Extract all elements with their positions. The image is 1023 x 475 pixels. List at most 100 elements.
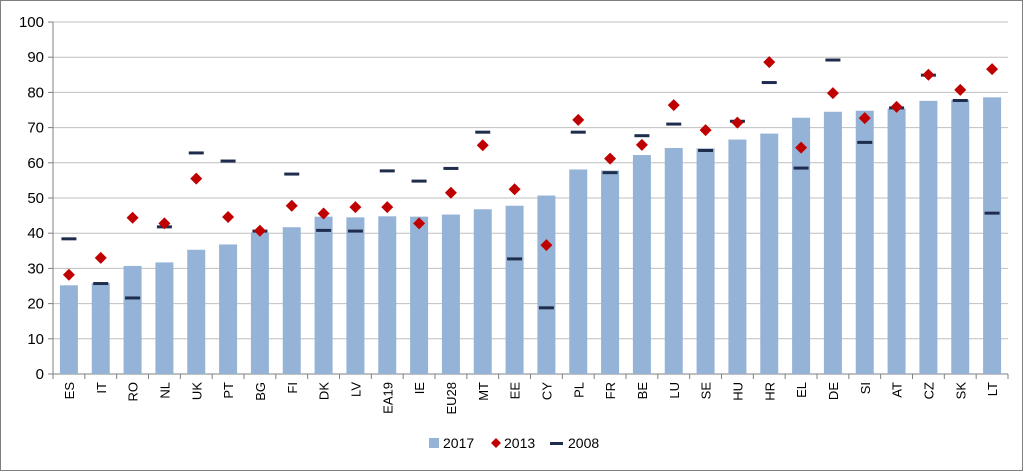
marker-2013-fi <box>285 199 298 212</box>
bar-2017-nl <box>155 262 174 374</box>
marker-2013-sk <box>954 83 967 96</box>
x-tick-label-si: SI <box>858 382 873 394</box>
marker-2013-dk <box>317 207 330 220</box>
bar-2017-ea19 <box>378 216 397 374</box>
y-tick-label-10: 10 <box>27 331 44 348</box>
bar-2017-lu <box>664 148 683 374</box>
bar-2017-lv <box>346 217 365 374</box>
bar-2017-fr <box>601 170 620 374</box>
bar-2017-hu <box>728 139 747 374</box>
markers-2013 <box>62 56 999 281</box>
marker-2013-pt <box>222 211 235 224</box>
legend-label-2017: 2017 <box>443 435 474 451</box>
y-tick-label-30: 30 <box>27 260 44 277</box>
bar-2017-lt <box>983 97 1002 374</box>
marker-2008-sk <box>952 98 968 102</box>
x-tick-label-nl: NL <box>157 382 172 399</box>
legend-swatch-2017 <box>429 438 439 448</box>
legend: 2017 2013 2008 <box>429 435 599 451</box>
y-tick-label-50: 50 <box>27 190 44 207</box>
x-tick-label-eu28: EU28 <box>444 382 459 415</box>
bar-2017-si <box>855 110 874 374</box>
marker-2013-it <box>94 251 107 264</box>
y-axis-ticks: 0 10 20 30 40 50 60 70 80 90 100 <box>19 14 44 383</box>
bar-2017-uk <box>187 249 206 374</box>
x-tick-label-pl: PL <box>571 382 586 398</box>
marker-2013-fr <box>604 152 617 165</box>
axes <box>48 21 1009 379</box>
x-tick-label-cz: CZ <box>921 382 936 399</box>
marker-2008-dk <box>316 228 332 232</box>
legend-label-2013: 2013 <box>504 435 535 451</box>
marker-2008-lv <box>347 229 363 233</box>
bar-2017-de <box>823 111 842 374</box>
x-tick-label-ie: IE <box>412 382 427 395</box>
marker-2013-lt <box>986 63 999 76</box>
marker-2008-lt <box>984 211 1000 215</box>
bar-2017-el <box>792 117 811 374</box>
marker-2013-cy <box>540 239 553 252</box>
marker-2008-el <box>793 166 809 170</box>
y-tick-label-20: 20 <box>27 296 44 313</box>
bar-2017-at <box>887 108 906 374</box>
x-tick-label-mt: MT <box>476 382 491 401</box>
x-tick-label-ee: EE <box>508 382 523 400</box>
marker-2013-si <box>858 112 871 125</box>
marker-2013-at <box>890 100 903 113</box>
bar-2017-mt <box>473 209 492 374</box>
marker-2008-mt <box>475 130 491 134</box>
legend-label-2008: 2008 <box>568 435 599 451</box>
marker-2008-fi <box>284 172 300 176</box>
x-tick-label-hu: HU <box>730 382 745 401</box>
marker-2013-lv <box>349 201 362 214</box>
bar-2017-ro <box>123 265 142 374</box>
marker-2008-eu28 <box>443 166 459 170</box>
x-tick-label-at: AT <box>890 382 905 398</box>
marker-2008-ea19 <box>379 169 395 173</box>
bar-2017-be <box>632 155 651 374</box>
x-tick-label-hr: HR <box>762 382 777 401</box>
x-tick-label-sk: SK <box>953 382 968 400</box>
x-tick-label-se: SE <box>699 382 714 400</box>
marker-2013-mt <box>476 139 489 152</box>
marker-2008-be <box>634 134 650 138</box>
marker-2008-uk <box>188 151 204 155</box>
y-tick-label-100: 100 <box>19 14 44 31</box>
marker-2013-eu28 <box>444 186 457 199</box>
gridlines <box>53 21 1008 340</box>
marker-2008-pt <box>220 159 236 163</box>
marker-2013-de <box>826 87 839 100</box>
x-tick-label-it: IT <box>94 382 109 394</box>
marker-2013-ro <box>126 211 139 224</box>
legend-swatch-2013 <box>491 438 501 448</box>
bar-2017-dk <box>314 216 333 374</box>
x-tick-label-lt: LT <box>985 382 1000 396</box>
marker-2013-se <box>699 124 712 137</box>
marker-2008-hr <box>761 81 777 85</box>
legend-swatch-2008 <box>550 442 563 445</box>
marker-2008-se <box>698 148 714 152</box>
x-axis-ticks: ES IT RO NL UK PT BG FI DK LV EA19 IE EU28 MT EE CY PL FR… <box>62 382 1000 415</box>
y-tick-label-0: 0 <box>36 366 44 383</box>
x-tick-label-dk: DK <box>317 382 332 400</box>
y-tick-label-80: 80 <box>27 84 44 101</box>
x-tick-label-es: ES <box>62 382 77 400</box>
x-tick-label-uk: UK <box>189 382 204 400</box>
marker-2008-pl <box>570 130 586 134</box>
x-tick-label-fr: FR <box>603 382 618 399</box>
marker-2013-es <box>62 268 75 281</box>
marker-2008-cy <box>538 306 554 310</box>
marker-2013-ie <box>413 217 426 230</box>
bar-2017-eu28 <box>441 214 460 374</box>
x-tick-label-lu: LU <box>667 382 682 399</box>
y-tick-label-60: 60 <box>27 155 44 172</box>
bar-2017-pl <box>569 169 588 374</box>
marker-2008-it <box>93 282 109 286</box>
marker-2013-be <box>635 138 648 151</box>
bar-2017-it <box>91 283 110 374</box>
bars-2017 <box>59 97 1002 375</box>
bar-2017-pt <box>219 244 238 374</box>
marker-2013-el <box>795 141 808 154</box>
